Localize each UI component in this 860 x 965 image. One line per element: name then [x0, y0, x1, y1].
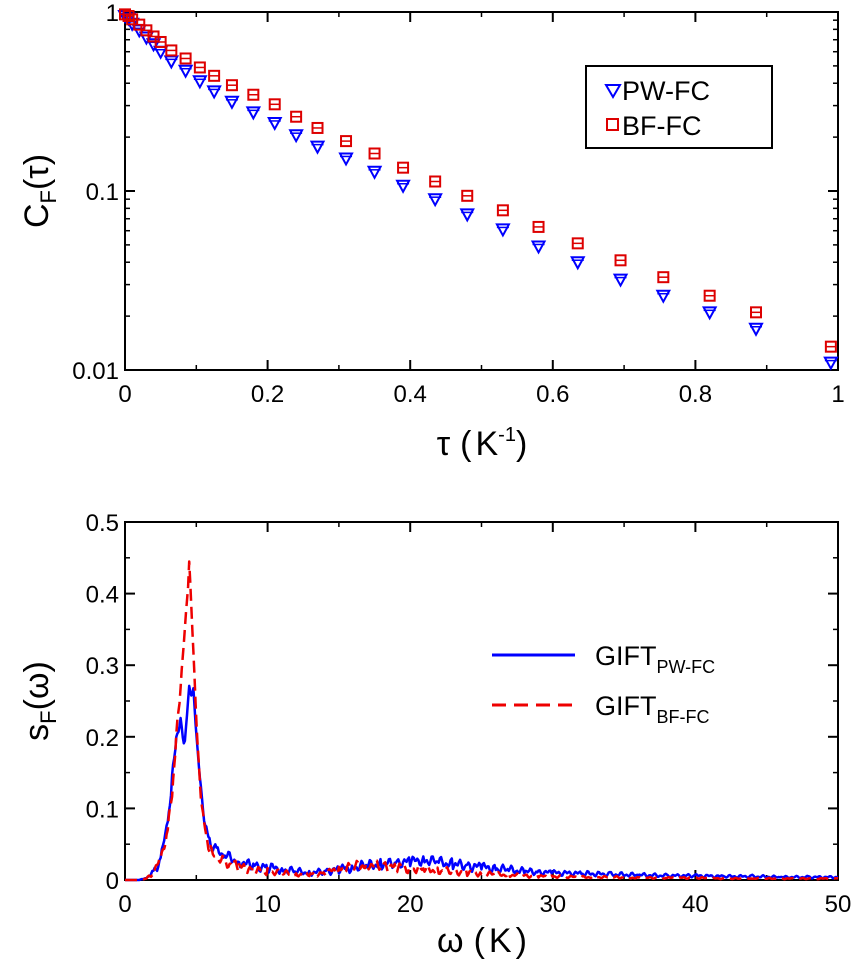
legend-label-main: GIFT: [595, 691, 657, 721]
y-tick-label: 0.4: [86, 582, 119, 609]
y-tick-label: 0: [106, 868, 119, 895]
y-tick-label: 0.5: [86, 510, 119, 537]
y-tick-label: 1: [106, 0, 119, 27]
x-tick-label: 1: [831, 381, 844, 408]
data-point-pw-fc: [267, 116, 283, 132]
data-point-pw-fc: [206, 85, 222, 100]
legend-label-bf-fc: BF-FC: [622, 111, 701, 141]
series-line-pw-fc: [124, 684, 839, 882]
legend-marker-pw-fc: [604, 84, 622, 99]
data-point-pw-fc: [748, 322, 764, 337]
legend-label-pw-fc: PW-FC: [622, 76, 710, 106]
x-tick-label: 0.6: [536, 381, 569, 408]
legend: PW-FC BF-FC: [585, 65, 773, 149]
x-tick-label: 30: [539, 891, 566, 918]
y-tick-label: 0.01: [72, 358, 119, 385]
data-point-pw-fc: [701, 306, 718, 321]
x-axis-label: τ(K-1): [437, 424, 528, 463]
x-tick-label: 20: [397, 891, 424, 918]
correlation-chart: 0 0.2 0.4 0.6 0.8 1 0.01 0.1 1 CF(τ) τ(K-1) PW-F…: [18, 0, 845, 463]
data-point-pw-fc: [192, 75, 208, 90]
data-point-pw-fc: [338, 152, 354, 167]
plot-frame: [124, 521, 839, 881]
legend: GIFTPW-FC GIFTBF-FC: [492, 641, 715, 727]
y-tick-label: 0.3: [86, 653, 119, 680]
data-point-pw-fc: [163, 55, 180, 70]
data-point-pw-fc: [309, 140, 326, 155]
series-group: [124, 560, 839, 882]
data-point-pw-fc: [530, 240, 547, 255]
x-axis-label-main: ω: [437, 922, 464, 960]
y-axis-label-arg: τ: [18, 165, 56, 179]
tick-group: 0 10 20 30 40 50 0 0.1 0.2 0.3 0.4 0.5: [86, 510, 852, 918]
data-point-pw-fc: [288, 129, 304, 144]
y-tick-label: 0.1: [86, 796, 119, 823]
tick-group: 0 0.2 0.4 0.6 0.8 1 0.01 0.1 1: [72, 0, 844, 408]
y-axis-label-main: s: [18, 724, 56, 741]
x-tick-label: 40: [682, 891, 709, 918]
x-axis-label-main: τ: [437, 425, 451, 463]
y-axis-label: CF(τ): [18, 154, 61, 228]
series-group: [117, 8, 839, 371]
y-tick-label: 0.1: [86, 179, 119, 206]
y-axis-label-sub: F: [36, 190, 61, 203]
data-point-pw-fc: [823, 356, 839, 371]
data-point-pw-fc: [177, 64, 194, 79]
data-point-pw-fc: [495, 223, 511, 238]
y-axis-label: sF(ω): [18, 661, 61, 741]
legend-marker-bf-fc: [606, 118, 619, 131]
data-point-pw-fc: [459, 208, 475, 223]
y-axis-label-main: C: [18, 203, 56, 228]
x-tick-label: 0.2: [251, 381, 284, 408]
spectrum-chart: 0 10 20 30 40 50 0 0.1 0.2 0.3 0.4 0.5 sF(ω) ω(K) G…: [18, 510, 851, 960]
y-tick-label: 0.2: [86, 725, 119, 752]
legend-label-bf-fc: GIFTBF-FC: [595, 691, 710, 727]
data-point-pw-fc: [612, 273, 629, 288]
data-point-pw-fc: [570, 256, 586, 271]
x-tick-label: 0.4: [394, 381, 427, 408]
x-axis-label: ω(K): [437, 922, 527, 960]
x-tick-label: 50: [825, 891, 852, 918]
x-axis-label-exp: -1: [498, 424, 516, 446]
x-axis-label-unit: K: [475, 425, 498, 463]
data-point-pw-fc: [427, 193, 443, 208]
x-tick-label: 0.8: [679, 381, 712, 408]
legend-label-main: GIFT: [595, 641, 657, 671]
legend-box: [585, 65, 773, 149]
x-tick-label: 10: [254, 891, 281, 918]
data-point-pw-fc: [224, 95, 240, 110]
data-point-pw-fc: [366, 165, 383, 180]
y-axis-label-arg: ω: [18, 673, 56, 700]
data-point-pw-fc: [245, 106, 262, 121]
y-axis-label-sub: F: [36, 710, 61, 723]
data-point-pw-fc: [655, 289, 671, 304]
legend-label-sub: PW-FC: [657, 657, 716, 677]
x-tick-label: 0: [118, 891, 131, 918]
data-point-pw-fc: [395, 179, 411, 194]
legend-label-sub: BF-FC: [657, 707, 710, 727]
x-tick-label: 0: [118, 381, 131, 408]
series-line-bf-fc: [124, 560, 839, 882]
x-axis-label-unit: K: [489, 922, 512, 960]
legend-label-pw-fc: GIFTPW-FC: [595, 641, 715, 677]
